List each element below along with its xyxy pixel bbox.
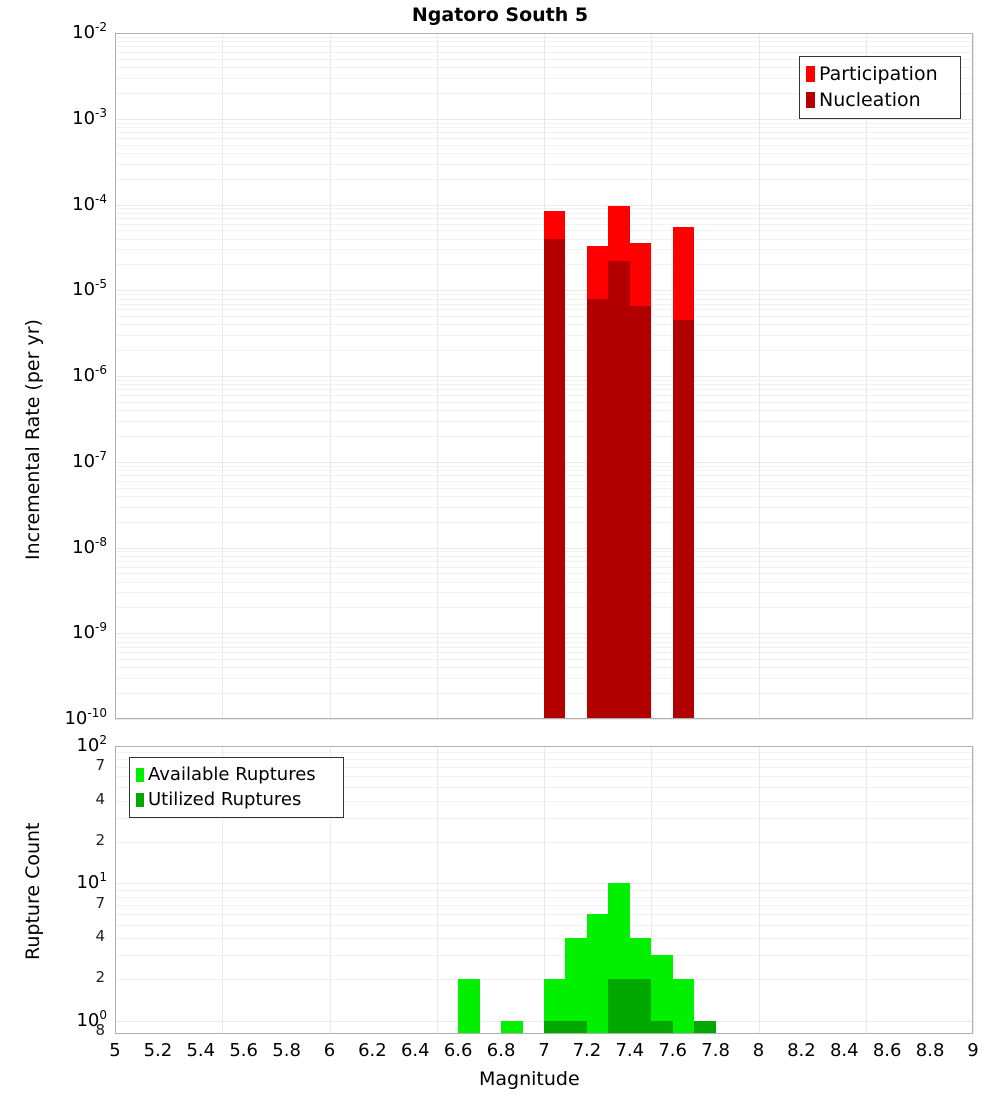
bottom-gridline-vertical: [437, 746, 438, 1034]
legend-label-nucleation: Nucleation: [819, 88, 921, 111]
available-ruptures-bar: [565, 938, 587, 1034]
utilized-ruptures-bar: [694, 1020, 716, 1034]
legend-item-available-ruptures: Available Ruptures: [136, 762, 336, 787]
top-gridline-vertical: [651, 33, 652, 719]
nucleation-bar: [672, 319, 695, 719]
bottom-ytick-label-minor: 2: [95, 968, 105, 987]
bottom-gridline-vertical: [222, 746, 223, 1034]
top-ytick-label: 10-3: [72, 105, 107, 129]
utilized-ruptures-bar: [629, 979, 652, 1034]
page-title: Ngatoro South 5: [411, 4, 589, 26]
legend-item-nucleation: Nucleation: [806, 87, 953, 113]
top-gridline-major: [115, 719, 973, 720]
top-ytick-label: 10-5: [72, 277, 107, 301]
top-gridline-vertical: [866, 33, 867, 719]
nucleation-swatch: [806, 92, 815, 108]
nucleation-bar: [608, 260, 630, 719]
bottom-gridline-vertical: [544, 746, 545, 1034]
xtick-label: 9: [967, 1040, 979, 1061]
top-gridline-vertical: [330, 33, 331, 719]
nucleation-bar: [629, 306, 652, 719]
top-ytick-label: 10-7: [72, 448, 107, 472]
bottom-ytick-label-minor: 4: [95, 927, 105, 945]
utilized-ruptures-bar: [544, 1020, 566, 1034]
bottom-ytick-label-minor: 8: [95, 1021, 105, 1039]
participation-swatch: [806, 66, 815, 82]
bottom-ytick-label: 101: [76, 870, 107, 894]
bottom-ytick-label-minor: 7: [95, 756, 105, 775]
xtick-label: 6.6: [443, 1040, 473, 1061]
xtick-label: 5.8: [272, 1040, 301, 1061]
xtick-label: 5.6: [229, 1040, 258, 1061]
utilized-ruptures-bar: [651, 1020, 673, 1034]
xtick-label: 7.8: [701, 1040, 730, 1061]
legend-label-available-ruptures: Available Ruptures: [148, 763, 316, 785]
available-ruptures-bar: [458, 979, 480, 1034]
xtick-label: 7.6: [658, 1040, 687, 1061]
xtick-label: 7.4: [615, 1040, 645, 1061]
xtick-label: 8.2: [787, 1040, 816, 1061]
top-ytick-label: 10-2: [72, 20, 107, 43]
xaxis-label: Magnitude: [479, 1068, 580, 1090]
legend-label-utilized-ruptures: Utilized Ruptures: [148, 788, 302, 810]
incremental-rate-plot: [115, 33, 973, 719]
legend-item-participation: Participation: [806, 61, 953, 87]
nucleation-bar: [544, 238, 566, 719]
bottom-ytick-label-minor: 7: [95, 893, 105, 912]
available-ruptures-bar: [544, 979, 566, 1034]
bottom-gridline-vertical: [866, 746, 867, 1034]
top-ylabel: Incremental Rate (per yr): [22, 319, 44, 560]
xtick-label: 5: [109, 1040, 121, 1061]
top-gridline-vertical: [759, 33, 760, 719]
available-ruptures-bar: [586, 913, 609, 1034]
bottom-gridline-vertical: [973, 746, 974, 1034]
top-ytick-label: 10-8: [72, 534, 107, 558]
xtick-label: 5.4: [186, 1040, 216, 1061]
top-ytick-label: 10-4: [72, 191, 107, 215]
xtick-label: 7.2: [572, 1040, 602, 1061]
legend-item-utilized-ruptures: Utilized Ruptures: [136, 787, 336, 812]
xtick-label: 7: [538, 1040, 550, 1061]
bottom-gridline-vertical: [759, 746, 760, 1034]
top-ytick-label: 10-9: [72, 620, 107, 644]
utilized-ruptures-bar: [608, 979, 630, 1034]
xtick-label: 6: [323, 1040, 336, 1061]
utilized-ruptures-bar: [565, 1020, 587, 1034]
xtick-label: 8.4: [829, 1040, 859, 1061]
xtick-label: 8: [752, 1040, 765, 1061]
bottom-gridline-vertical: [330, 746, 331, 1034]
utilized-ruptures-swatch: [136, 792, 144, 807]
xtick-label: 8.6: [872, 1040, 902, 1061]
xtick-label: 8.8: [915, 1040, 945, 1061]
xtick-label: 6.4: [400, 1040, 430, 1061]
nucleation-bar: [586, 298, 609, 719]
bottom-gridline-vertical: [651, 746, 652, 1034]
top-legend: Participation Nucleation: [799, 56, 961, 119]
bottom-ytick-label-minor: 4: [95, 789, 105, 808]
available-ruptures-swatch: [136, 767, 144, 782]
top-gridline-vertical: [973, 33, 974, 719]
top-gridline-vertical: [222, 33, 223, 719]
bottom-ylabel: Rupture Count: [22, 822, 44, 961]
legend-label-participation: Participation: [819, 62, 938, 85]
rupture-count-plot: [115, 746, 973, 1034]
top-ytick-label: 10-10: [64, 706, 107, 729]
bottom-ytick-label-minor: 2: [95, 831, 105, 849]
available-ruptures-bar: [672, 979, 695, 1034]
xtick-label: 5.2: [143, 1040, 173, 1061]
bottom-ytick-label: 102: [76, 733, 107, 756]
bottom-ytick-label: 100: [76, 1007, 107, 1031]
xtick-label: 6.8: [486, 1040, 516, 1061]
top-gridline-vertical: [437, 33, 438, 719]
top-ytick-label: 10-6: [72, 363, 107, 386]
xtick-label: 6.2: [358, 1040, 387, 1061]
bottom-legend: Available Ruptures Utilized Ruptures: [129, 757, 344, 818]
available-ruptures-bar: [501, 1020, 523, 1034]
available-ruptures-bar: [651, 955, 673, 1034]
